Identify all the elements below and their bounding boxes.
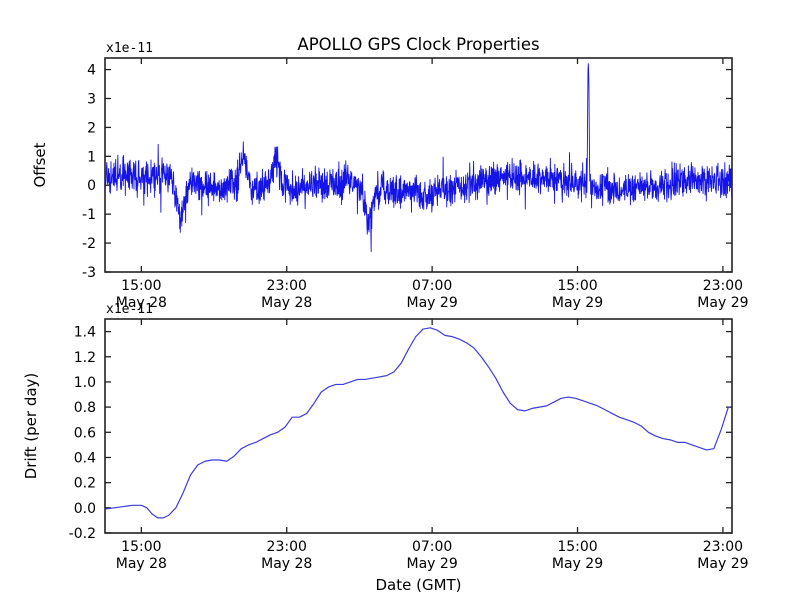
y-tick-label: -2 (82, 236, 96, 252)
drift-plot-dataline (104, 327, 729, 519)
y-tick-label: 2 (87, 120, 96, 136)
y-tick-label: 1.0 (74, 375, 96, 391)
y-tick-label: 0.6 (74, 425, 96, 441)
x-tick-label-time: 15:00 (121, 539, 161, 555)
x-tick-label-date: May 29 (552, 295, 603, 311)
x-tick-label-time: 15:00 (557, 278, 597, 294)
x-tick-label-time: 23:00 (703, 539, 743, 555)
x-tick-label-time: 15:00 (557, 539, 597, 555)
y-axis-title: Offset (31, 142, 49, 187)
offset-plot-frame (104, 57, 733, 273)
y-axis-title: Drift (per day) (22, 373, 40, 480)
x-tick-label-time: 07:00 (412, 278, 452, 294)
x-tick-label-date: May 29 (697, 556, 748, 572)
y-tick-label: -3 (82, 265, 96, 281)
drift-plot-frame (104, 318, 733, 534)
y-tick-label: 0.2 (74, 476, 96, 492)
x-tick-label-time: 23:00 (267, 278, 307, 294)
x-tick-label-date: May 28 (116, 556, 167, 572)
y-tick-label: 0.4 (74, 450, 96, 466)
y-exponent-label: x1e-11 (106, 41, 153, 56)
y-tick-label: -0.2 (69, 526, 96, 542)
chart-title: APOLLO GPS Clock Properties (297, 35, 539, 54)
offset-plot-dataline (104, 63, 733, 252)
y-tick-label: -1 (82, 207, 96, 223)
x-tick-label-date: May 28 (261, 295, 312, 311)
y-tick-label: 0.8 (74, 400, 96, 416)
x-tick-label-date: May 29 (407, 295, 458, 311)
x-axis-title: Date (GMT) (375, 576, 461, 594)
y-tick-label: 1.2 (74, 350, 96, 366)
y-tick-label: 1.4 (74, 325, 96, 341)
x-tick-label-date: May 29 (407, 556, 458, 572)
y-tick-label: 4 (87, 63, 96, 79)
y-tick-label: 1 (87, 149, 96, 165)
y-tick-label: 0.0 (74, 501, 96, 517)
y-tick-label: 0 (87, 178, 96, 194)
x-tick-label-date: May 29 (552, 556, 603, 572)
x-tick-label-time: 23:00 (267, 539, 307, 555)
y-exponent-label: x1e-11 (106, 302, 153, 317)
x-tick-label-time: 15:00 (121, 278, 161, 294)
x-tick-label-date: May 29 (697, 295, 748, 311)
x-tick-label-time: 07:00 (412, 539, 452, 555)
x-tick-label-time: 23:00 (703, 278, 743, 294)
y-tick-label: 3 (87, 91, 96, 107)
x-tick-label-date: May 28 (261, 556, 312, 572)
x-tick-label-date: May 28 (116, 295, 167, 311)
